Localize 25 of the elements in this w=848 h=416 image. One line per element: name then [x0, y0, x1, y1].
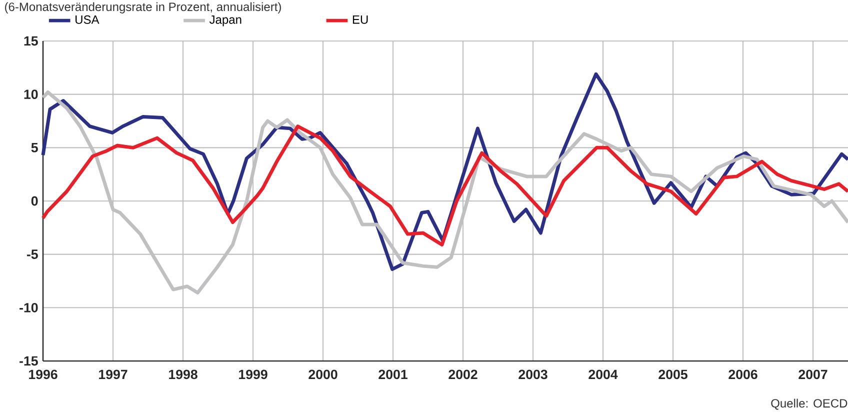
x-tick-label: 2000 [308, 370, 338, 380]
legend-label: Japan [209, 15, 242, 26]
y-tick-label: 15 [24, 36, 38, 46]
x-tick-label: 1997 [99, 370, 128, 380]
y-tick-label: 10 [24, 90, 38, 100]
y-tick-label: -15 [20, 356, 38, 366]
source-note: Quelle: OECD [771, 398, 848, 410]
chart-subtitle: (6-Monatsveränderungsrate in Prozent, annualisiert) [5, 2, 281, 14]
x-tick-label: 2001 [378, 370, 408, 380]
y-tick-label: -5 [26, 250, 38, 259]
legend-label: USA [76, 15, 100, 24]
x-tick-label: 2002 [448, 370, 478, 380]
y-tick-label: 5 [31, 143, 38, 152]
x-tick-label: 2005 [658, 370, 688, 380]
x-tick-label: 1998 [169, 370, 198, 380]
x-tick-label: 2006 [728, 370, 758, 380]
x-tick-label: 1996 [29, 370, 58, 380]
x-tick-label: 1999 [239, 370, 268, 380]
x-tick-label: 2007 [798, 370, 828, 380]
y-tick-label: -10 [20, 302, 38, 312]
y-tick-label: 0 [31, 196, 38, 206]
x-tick-label: 2004 [588, 370, 618, 380]
x-tick-label: 2003 [518, 370, 548, 380]
line-series [41, 124, 848, 246]
legend-label: EU [352, 15, 368, 24]
